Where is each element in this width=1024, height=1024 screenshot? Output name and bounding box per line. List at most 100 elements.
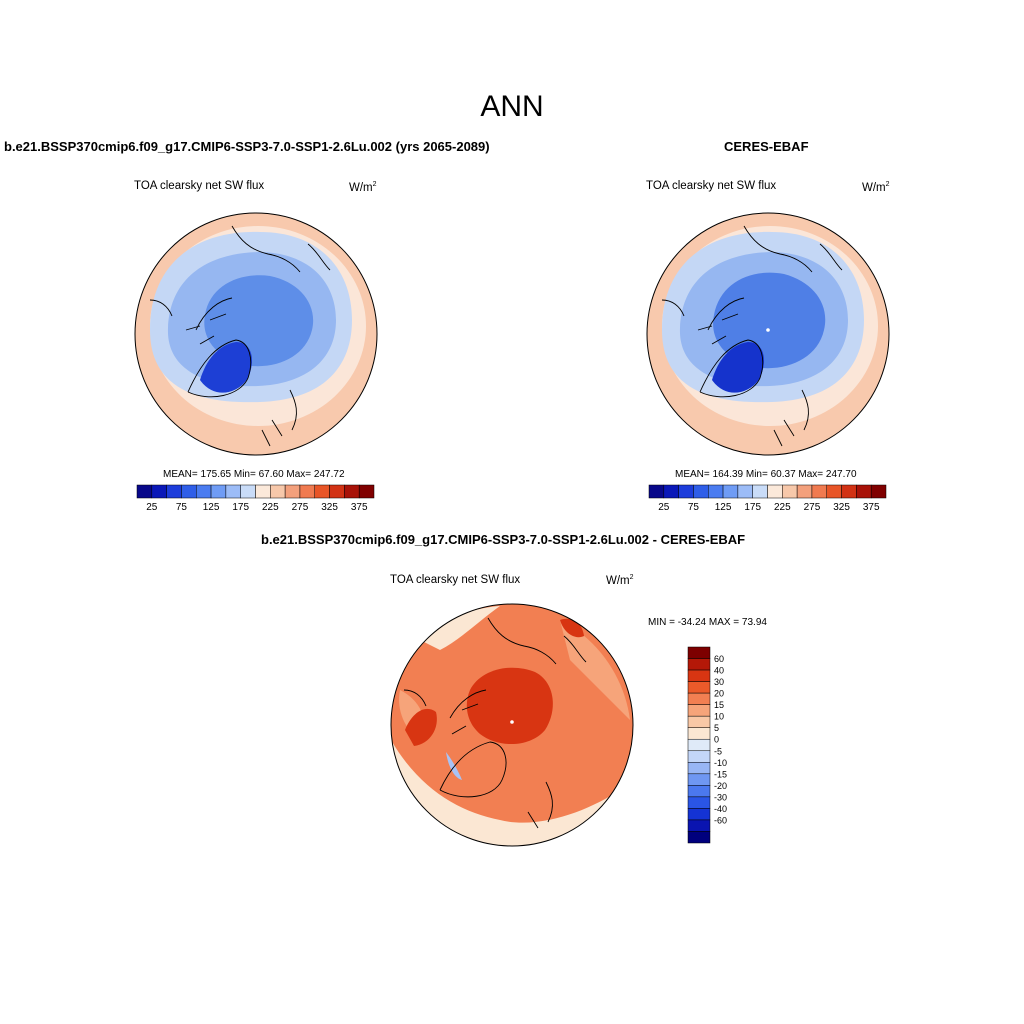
panel1-greenland [200, 342, 252, 393]
panel2-variable: TOA clearsky net SW flux [646, 180, 777, 192]
panel2-units: W/m2 [862, 181, 890, 194]
panel2-colorbar-tick-label: 175 [744, 502, 761, 513]
diff-colorbar-swatch [687, 819, 711, 832]
diff-colorbar-swatch [687, 831, 711, 844]
panel1-coast-greenland [187, 339, 252, 398]
diff-colorbar-tick-label: -5 [714, 746, 722, 756]
panel2-coast-greenland [699, 339, 764, 398]
panel1-colorbar-swatch [344, 484, 360, 499]
diff-stats: MIN = -34.24 MAX = 73.94 [648, 617, 767, 628]
diff-colorbar-swatch [687, 796, 711, 809]
panel1-variable: TOA clearsky net SW flux [134, 180, 265, 192]
diff-colorbar-tick-label: -20 [714, 781, 727, 791]
diff-colorbar-swatch [687, 785, 711, 798]
diff-colorbar-tick-label: 10 [714, 712, 724, 722]
panel2-colorbar-swatch [767, 484, 783, 499]
panel2-colorbar-tick-label: 125 [715, 502, 732, 513]
panel1-colorbar-tick-label: 225 [262, 502, 279, 513]
panel2-colorbar-tick-label: 275 [804, 502, 821, 513]
diff-polar-map [391, 604, 633, 846]
diff-colorbar-swatch [687, 681, 711, 694]
diff-colorbar-swatch [687, 692, 711, 705]
panel2-colorbar-swatch [663, 484, 679, 499]
panel1-colorbar-swatch [210, 484, 227, 499]
panel1-colorbar-swatch [196, 484, 212, 499]
diff-colorbar-tick-label: -15 [714, 769, 727, 779]
diff-map-border [390, 603, 634, 847]
diff-coast-greenland [439, 741, 507, 798]
panel1-coastlines [149, 225, 331, 447]
panel1-units-base: W/m [349, 181, 373, 194]
panel2-colorbar-tick-label: 25 [658, 502, 670, 513]
panel2-colorbar-tick-label: 375 [863, 502, 880, 513]
panel2-coast-archipelago [697, 297, 745, 345]
panel1-polar-map [135, 213, 377, 455]
panel2-coast-europe [773, 389, 809, 447]
diff-units: W/m2 [606, 574, 634, 587]
panel1-coast-archipelago [185, 297, 233, 345]
panel2-colorbar-tick-label: 75 [688, 502, 700, 513]
panel1-colorbar-tick-label: 125 [203, 502, 220, 513]
panel2-pole-marker [766, 328, 770, 332]
panel1-colorbar-swatch [314, 484, 330, 499]
panel1-stats: MEAN= 175.65 Min= 67.60 Max= 247.72 [163, 469, 345, 480]
panel2-coast-alaska [661, 299, 685, 317]
diff-colorbar-tick-label: -40 [714, 804, 727, 814]
panel1-colorbar-swatch [166, 484, 182, 499]
diff-band-pale-south [391, 740, 620, 846]
panel1-colorbar-swatch [225, 484, 241, 499]
panel2-colorbar-swatch [708, 484, 724, 499]
diff-variable: TOA clearsky net SW flux [390, 574, 521, 586]
panel1-title: b.e21.BSSP370cmip6.f09_g17.CMIP6-SSP3-7.… [4, 139, 490, 154]
panel1-colorbar-swatch [136, 484, 153, 499]
panel2-title: CERES-EBAF [724, 139, 809, 154]
panel2-colorbar-swatch [722, 484, 739, 499]
panel1-colorbar-tick-label: 275 [292, 502, 309, 513]
panel1-colorbar-swatch [299, 484, 315, 499]
panel2-colorbar-swatch [737, 484, 753, 499]
diff-colorbar-tick-label: 40 [714, 666, 724, 676]
diff-coast-alaska [403, 689, 427, 707]
panel1-coast-europe [261, 389, 297, 447]
diff-colorbar-swatch [687, 715, 711, 728]
panel1-colorbar: 25 75 125 175 225 275 325 375 [136, 484, 375, 513]
diff-colorbar-swatch [687, 773, 711, 786]
panel1-units-exp: 2 [372, 181, 377, 188]
panel1-colorbar-swatch [240, 484, 256, 499]
diff-colorbar-swatch [687, 762, 711, 775]
diff-colorbar-swatch [687, 738, 711, 752]
diff-title: b.e21.BSSP370cmip6.f09_g17.CMIP6-SSP3-7.… [261, 532, 746, 547]
panel2-colorbar-swatch [693, 484, 709, 499]
panel2-colorbar-swatch [752, 484, 768, 499]
diff-coast-europe [527, 781, 553, 829]
panel1-colorbar-swatch [284, 484, 301, 499]
diff-band-light-east [560, 620, 630, 720]
panel2-units-base: W/m [862, 181, 886, 194]
diff-colorbar-swatch [687, 669, 711, 682]
panel2-map-border [646, 212, 890, 456]
diff-colorbar-tick-label: 0 [714, 735, 719, 745]
panel2-colorbar-swatch [826, 484, 842, 499]
panel2-colorbar-swatch [678, 484, 694, 499]
panel1-units: W/m2 [349, 181, 377, 194]
panel1-colorbar-tick-label: 75 [176, 502, 188, 513]
diff-colorbar-tick-label: 30 [714, 677, 724, 687]
diff-colorbar-tick-label: 60 [714, 654, 724, 664]
diff-colorbar-tick-label: 15 [714, 700, 724, 710]
season-title: ANN [480, 90, 544, 123]
diff-coast-siberia [487, 617, 587, 665]
panel1-colorbar-swatch [329, 484, 345, 499]
panel1-colorbar-tick-label: 325 [321, 502, 338, 513]
panel1-colorbar-swatch [151, 484, 167, 499]
panel1-coast-alaska [149, 299, 173, 317]
panel1-colorbar-tick-label: 375 [351, 502, 368, 513]
diff-colorbar-swatch [687, 646, 711, 659]
panel1-colorbar-tick-label: 175 [232, 502, 249, 513]
panel1-colorbar-swatch [358, 484, 375, 499]
diff-band-pale-north [420, 606, 500, 650]
diff-units-base: W/m [606, 574, 630, 587]
panel1-colorbar-swatch [181, 484, 197, 499]
panel2-coast-siberia [743, 225, 843, 273]
diff-coastlines [403, 617, 587, 829]
